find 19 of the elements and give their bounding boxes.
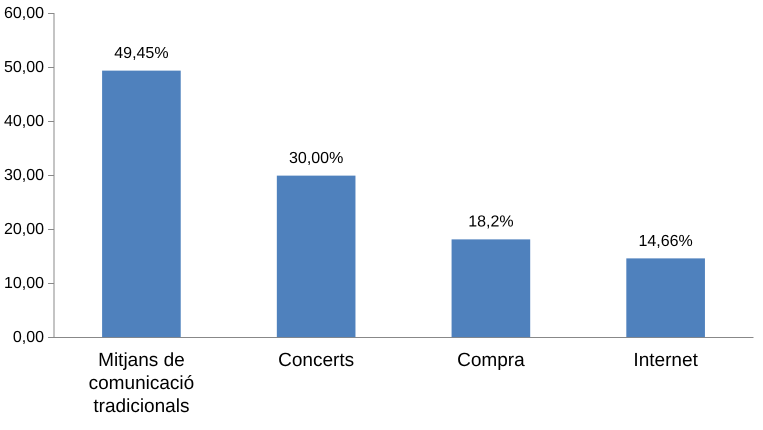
data-label: 14,66% (638, 232, 693, 250)
y-tick-label: 20,00 (4, 221, 44, 238)
bar (102, 70, 181, 338)
data-label: 18,2% (468, 214, 514, 231)
bar (276, 176, 356, 338)
y-tick-label: 30,00 (4, 167, 44, 184)
data-label: 49,45% (114, 44, 169, 62)
y-tick-label: 40,00 (4, 113, 44, 130)
bar (626, 258, 705, 338)
y-tick-label: 50,00 (4, 59, 44, 76)
x-tick-label: Internet (633, 350, 699, 372)
bar (452, 239, 530, 338)
data-label: 30,00% (289, 150, 344, 168)
y-tick-label: 0,00 (12, 329, 44, 346)
x-tick-label: Mitjans de comunicació tradicionals (88, 350, 194, 417)
y-tick-label: 60,00 (4, 5, 44, 22)
x-tick-label: Compra (457, 350, 526, 372)
y-tick-label: 10,00 (4, 275, 44, 292)
x-tick-label: Concerts (278, 350, 354, 372)
